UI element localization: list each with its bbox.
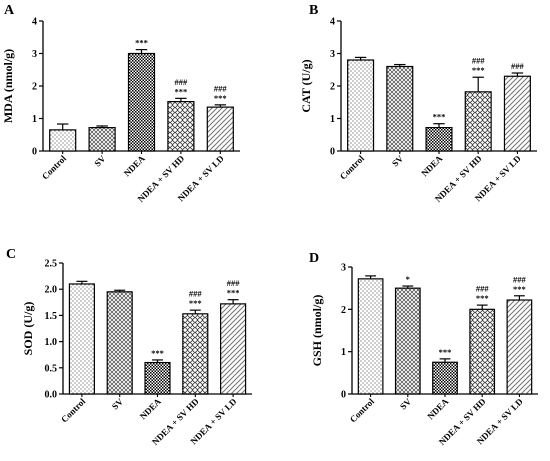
bar xyxy=(144,361,171,395)
y-axis-label: MDA (nmol/g) xyxy=(1,49,15,123)
significance-label: *** xyxy=(175,86,188,96)
category-label: Control xyxy=(40,153,69,182)
bar xyxy=(464,91,492,152)
significance-label: ### xyxy=(214,83,228,93)
y-tick-label: 3 xyxy=(341,263,346,274)
significance-label: *** xyxy=(476,293,489,303)
panel-letter: D xyxy=(309,251,319,266)
category-label: NDEA xyxy=(138,396,163,421)
category-label: Control xyxy=(338,153,367,182)
category-label: NDEA xyxy=(419,153,444,178)
significance-label: *** xyxy=(433,112,446,122)
category-label: Control xyxy=(59,396,88,425)
y-tick-label: 4 xyxy=(32,17,37,28)
y-tick-label: 4 xyxy=(330,17,335,28)
y-tick-label: 0 xyxy=(330,147,335,158)
category-label: NDEA xyxy=(122,153,147,178)
y-tick-label: 1 xyxy=(341,347,346,358)
y-tick-label: 1.5 xyxy=(45,311,58,322)
bar xyxy=(469,308,496,395)
y-tick-label: 1.0 xyxy=(45,337,58,348)
bar xyxy=(506,299,533,395)
panel-c: C SOD (U/g) 0.0 0.5 1.0 1.5 2.0 2.5 Control SV ***… xyxy=(6,247,252,447)
y-axis-label: SOD (U/g) xyxy=(21,302,35,356)
bar xyxy=(220,303,247,395)
significance-label: *** xyxy=(472,65,485,75)
y-tick-label: 2.5 xyxy=(45,259,58,270)
y-tick-label: 2.0 xyxy=(45,285,58,296)
category-label: SV xyxy=(398,396,414,412)
significance-label: ### xyxy=(189,289,203,299)
significance-label: *** xyxy=(439,347,452,357)
bar xyxy=(127,52,156,152)
significance-label: ### xyxy=(227,278,241,288)
bar xyxy=(88,126,116,152)
significance-label: *** xyxy=(214,93,227,103)
bar xyxy=(425,126,453,152)
bar xyxy=(394,287,421,395)
y-tick-label: 3 xyxy=(32,49,37,60)
significance-label: ### xyxy=(472,56,486,66)
category-label: SV xyxy=(110,396,126,412)
y-tick-label: 2 xyxy=(341,305,346,316)
y-axis-label: CAT (U/g) xyxy=(299,59,313,112)
y-tick-label: 0.5 xyxy=(45,363,58,374)
bar xyxy=(386,65,414,152)
significance-label: *** xyxy=(151,348,164,358)
y-tick-label: 3 xyxy=(330,49,335,60)
bar xyxy=(182,313,209,395)
category-label: SV xyxy=(390,153,406,169)
bar xyxy=(432,361,458,395)
y-axis-label: GSH (nmol/g) xyxy=(310,295,324,367)
panel-letter: A xyxy=(4,3,15,18)
significance-label: *** xyxy=(135,38,148,48)
y-tick-label: 0.0 xyxy=(45,390,58,401)
significance-label: ### xyxy=(511,61,525,71)
bar xyxy=(206,106,234,152)
significance-label: *** xyxy=(513,284,526,294)
significance-label: ### xyxy=(476,284,490,294)
bar xyxy=(106,291,133,395)
significance-label: ### xyxy=(513,274,527,284)
significance-label: *** xyxy=(189,298,202,308)
bar xyxy=(347,59,375,152)
bar xyxy=(68,283,95,395)
y-tick-label: 2 xyxy=(32,82,37,93)
bar xyxy=(49,129,77,152)
y-tick-label: 0 xyxy=(341,390,346,401)
y-tick-label: 1 xyxy=(32,114,37,125)
category-label: Control xyxy=(348,396,377,425)
significance-label: ### xyxy=(175,77,189,87)
bar xyxy=(357,278,384,395)
panel-letter: B xyxy=(309,3,318,18)
bar xyxy=(503,75,531,152)
category-label: NDEA xyxy=(425,396,450,421)
category-label: SV xyxy=(92,153,108,169)
significance-label: *** xyxy=(227,288,240,298)
y-tick-label: 1 xyxy=(330,114,335,125)
significance-label: * xyxy=(406,274,410,284)
bar xyxy=(167,100,195,152)
panel-letter: C xyxy=(6,247,16,262)
y-tick-label: 2 xyxy=(330,82,335,93)
y-tick-label: 0 xyxy=(32,147,37,158)
